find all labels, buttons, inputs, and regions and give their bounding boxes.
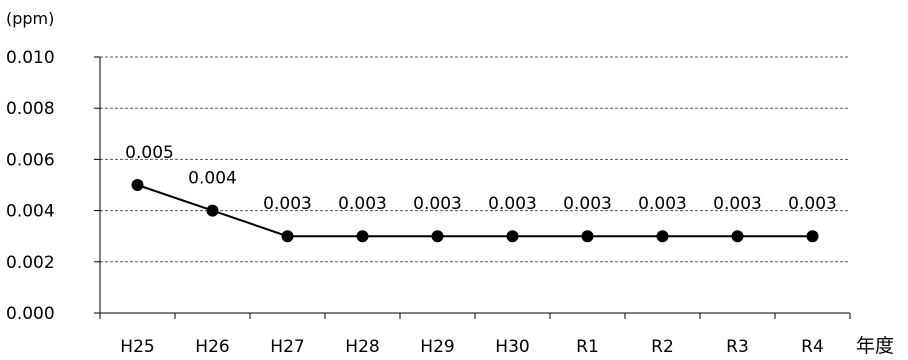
x-tick-label: H25 xyxy=(120,337,154,357)
data-label: 0.003 xyxy=(338,194,387,214)
data-label: 0.003 xyxy=(488,194,537,214)
data-point xyxy=(281,230,294,243)
series-line xyxy=(131,179,819,243)
data-point xyxy=(356,230,369,243)
x-tick-label: H29 xyxy=(420,337,454,357)
data-point xyxy=(656,230,669,243)
x-tick-label: R1 xyxy=(576,337,599,357)
x-tick-label: H30 xyxy=(495,337,529,357)
data-labels: 0.005 0.004 0.003 0.003 0.003 0.003 0.003 0.003… xyxy=(125,143,837,214)
y-tick-label: 0.000 xyxy=(6,304,55,324)
data-point xyxy=(581,230,594,243)
x-tick-label: H28 xyxy=(345,337,379,357)
data-label: 0.004 xyxy=(188,169,237,189)
y-axis-unit-label: (ppm) xyxy=(6,9,54,28)
data-point xyxy=(731,230,744,243)
data-point xyxy=(431,230,444,243)
data-label: 0.003 xyxy=(788,194,837,214)
data-label: 0.003 xyxy=(413,194,462,214)
y-tick-label: 0.004 xyxy=(6,202,55,222)
x-tick-label: H26 xyxy=(195,337,229,357)
data-point xyxy=(206,204,219,217)
data-point xyxy=(506,230,519,243)
x-tick-label: R3 xyxy=(726,337,749,357)
data-label: 0.003 xyxy=(563,194,612,214)
data-point xyxy=(131,179,144,191)
x-tick-label: H27 xyxy=(270,337,304,357)
data-point xyxy=(806,230,819,243)
y-tick-label: 0.010 xyxy=(6,48,55,68)
series-line-path xyxy=(137,184,813,238)
y-tick-label: 0.002 xyxy=(6,253,55,273)
x-axis-unit-label: 年度 xyxy=(856,335,894,357)
axes xyxy=(94,56,851,319)
y-tick-labels: 0.000 0.002 0.004 0.006 0.008 0.010 xyxy=(6,48,55,324)
data-label: 0.003 xyxy=(638,194,687,214)
gridlines xyxy=(100,56,850,263)
data-label: 0.003 xyxy=(263,194,312,214)
x-tick-labels: H25 H26 H27 H28 H29 H30 R1 R2 R3 R4 xyxy=(120,337,824,357)
x-tick-label: R4 xyxy=(801,337,824,357)
y-tick-label: 0.008 xyxy=(6,99,55,119)
data-label: 0.003 xyxy=(713,194,762,214)
x-tick-label: R2 xyxy=(651,337,674,357)
y-tick-label: 0.006 xyxy=(6,150,55,170)
data-label: 0.005 xyxy=(125,143,174,163)
